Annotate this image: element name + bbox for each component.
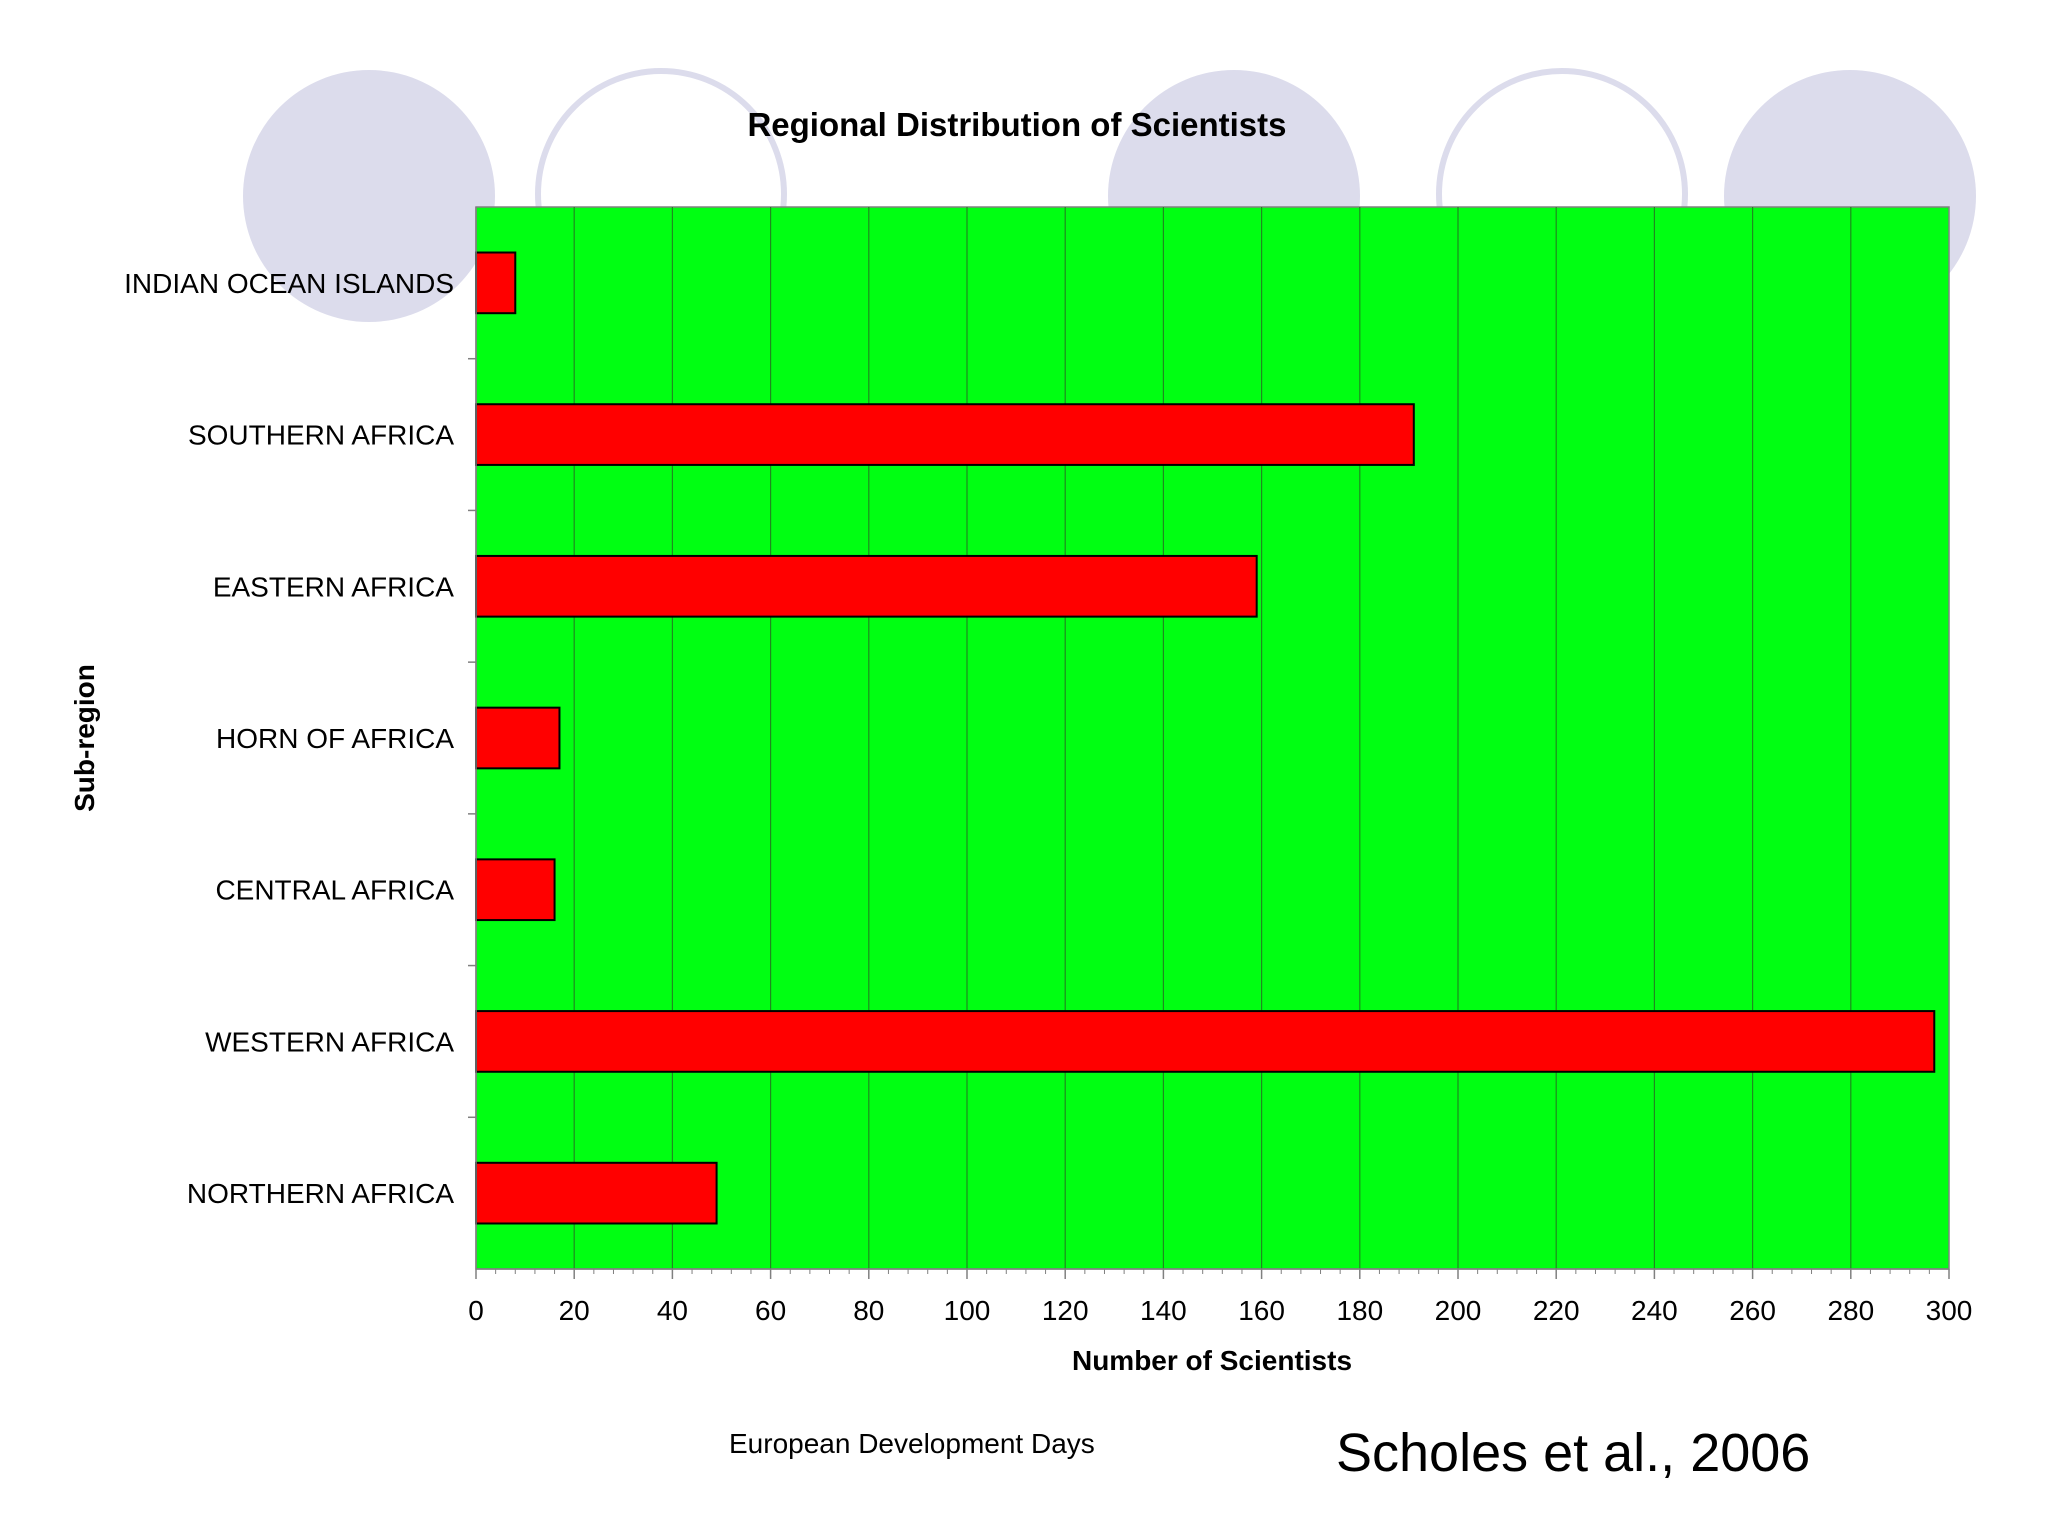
x-tick-label-12: 240 bbox=[1631, 1295, 1678, 1326]
x-tick-label-15: 300 bbox=[1926, 1295, 1973, 1326]
category-label-2: EASTERN AFRICA bbox=[213, 571, 454, 602]
citation: Scholes et al., 2006 bbox=[1336, 1423, 1811, 1483]
category-label-3: HORN OF AFRICA bbox=[216, 723, 454, 754]
category-label-1: SOUTHERN AFRICA bbox=[188, 420, 454, 451]
bar-0 bbox=[475, 251, 517, 315]
bar-1 bbox=[475, 403, 1415, 466]
gridlines bbox=[573, 207, 1852, 1269]
x-tick-label-4: 80 bbox=[853, 1295, 884, 1326]
bar-6 bbox=[475, 1161, 718, 1225]
x-axis-ticks: 0 20 40 60 80 100 120 140 160 180 200 220 240 260 280 3… bbox=[468, 1269, 1972, 1326]
bar-3 bbox=[475, 706, 561, 770]
category-label-5: WESTERN AFRICA bbox=[205, 1026, 454, 1057]
x-tick-label-6: 120 bbox=[1042, 1295, 1089, 1326]
y-axis-title: Sub-region bbox=[69, 664, 100, 812]
category-label-0: INDIAN OCEAN ISLANDS bbox=[124, 268, 454, 299]
x-tick-label-2: 40 bbox=[657, 1295, 688, 1326]
x-tick-label-11: 220 bbox=[1533, 1295, 1580, 1326]
chart-title: Regional Distribution of Scientists bbox=[747, 106, 1286, 143]
category-label-4: CENTRAL AFRICA bbox=[215, 875, 454, 906]
x-tick-label-0: 0 bbox=[468, 1295, 484, 1326]
footer-note: European Development Days bbox=[729, 1428, 1095, 1459]
x-tick-label-5: 100 bbox=[944, 1295, 991, 1326]
bar-5 bbox=[475, 1010, 1936, 1073]
x-tick-label-13: 260 bbox=[1729, 1295, 1776, 1326]
bar-2 bbox=[475, 554, 1258, 618]
x-tick-label-7: 140 bbox=[1140, 1295, 1187, 1326]
category-label-6: NORTHERN AFRICA bbox=[187, 1178, 454, 1209]
x-tick-label-1: 20 bbox=[559, 1295, 590, 1326]
plot-area bbox=[475, 206, 1950, 1270]
decorative-circle-1 bbox=[243, 70, 495, 322]
category-labels: INDIAN OCEAN ISLANDS SOUTHERN AFRICA EASTE… bbox=[124, 268, 476, 1209]
x-tick-label-14: 280 bbox=[1827, 1295, 1874, 1326]
x-tick-label-3: 60 bbox=[755, 1295, 786, 1326]
x-tick-label-8: 160 bbox=[1238, 1295, 1285, 1326]
x-tick-label-10: 200 bbox=[1435, 1295, 1482, 1326]
bar-4 bbox=[475, 858, 556, 922]
x-axis-title: Number of Scientists bbox=[1072, 1345, 1352, 1376]
x-tick-label-9: 180 bbox=[1336, 1295, 1383, 1326]
